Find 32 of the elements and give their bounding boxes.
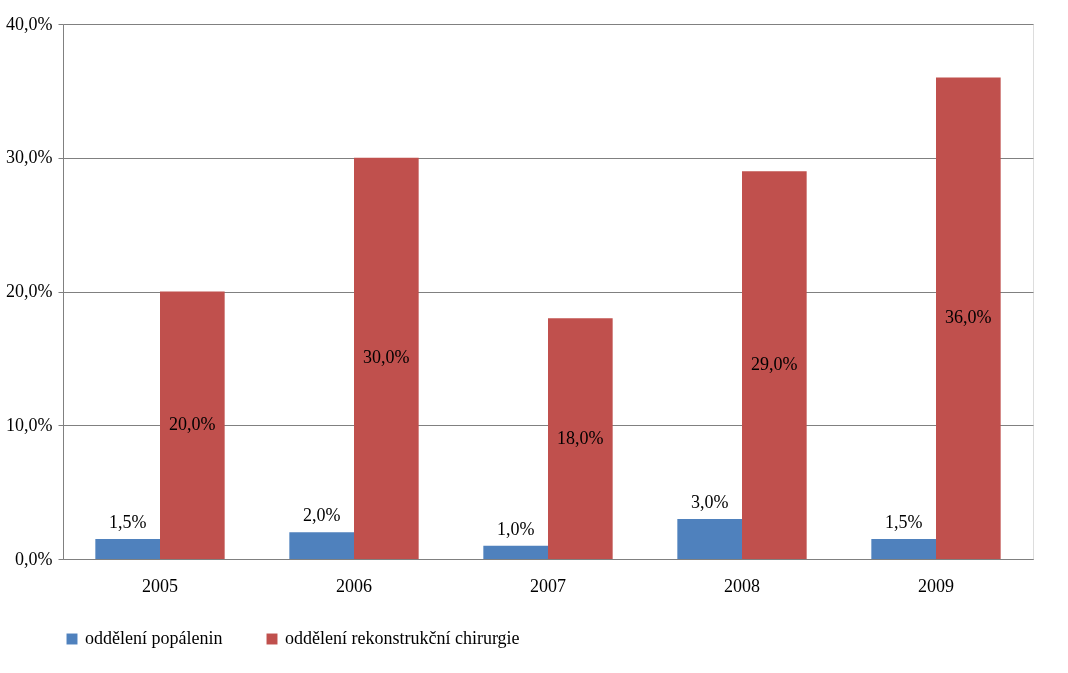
data-label: 1,5% xyxy=(108,511,147,532)
bar xyxy=(289,532,354,559)
y-tick-label: 20,0% xyxy=(6,281,53,301)
legend-label: oddělení rekonstrukční chirurgie xyxy=(285,628,520,648)
data-label: 18,0% xyxy=(557,427,604,448)
data-label: 1,0% xyxy=(496,518,535,539)
x-tick-label: 2008 xyxy=(724,575,760,596)
data-label: 29,0% xyxy=(751,354,798,375)
y-tick-label: 10,0% xyxy=(6,414,53,435)
y-tick-label: 0,0% xyxy=(15,548,53,569)
bar xyxy=(483,545,548,559)
x-tick-label: 2007 xyxy=(530,575,566,596)
y-tick-label: 40,0% xyxy=(6,13,53,34)
bar xyxy=(871,538,936,559)
bar xyxy=(936,77,1001,559)
bar xyxy=(742,171,807,559)
bar xyxy=(677,518,742,559)
bar xyxy=(548,318,613,559)
bar xyxy=(354,157,419,559)
bar xyxy=(160,291,225,559)
x-tick-label: 2006 xyxy=(336,575,372,596)
data-label: 30,0% xyxy=(363,347,410,368)
data-label: 20,0% xyxy=(169,414,216,435)
bar xyxy=(95,538,160,559)
legend-label: oddělení popálenin xyxy=(85,628,223,648)
x-tick-label: 2009 xyxy=(918,575,954,596)
data-label: 36,0% xyxy=(945,307,992,328)
data-label: 1,5% xyxy=(884,511,923,532)
data-label: 2,0% xyxy=(302,505,341,526)
data-label: 3,0% xyxy=(690,491,729,512)
x-tick-label: 2005 xyxy=(142,575,178,596)
y-tick-label: 30,0% xyxy=(6,147,53,168)
